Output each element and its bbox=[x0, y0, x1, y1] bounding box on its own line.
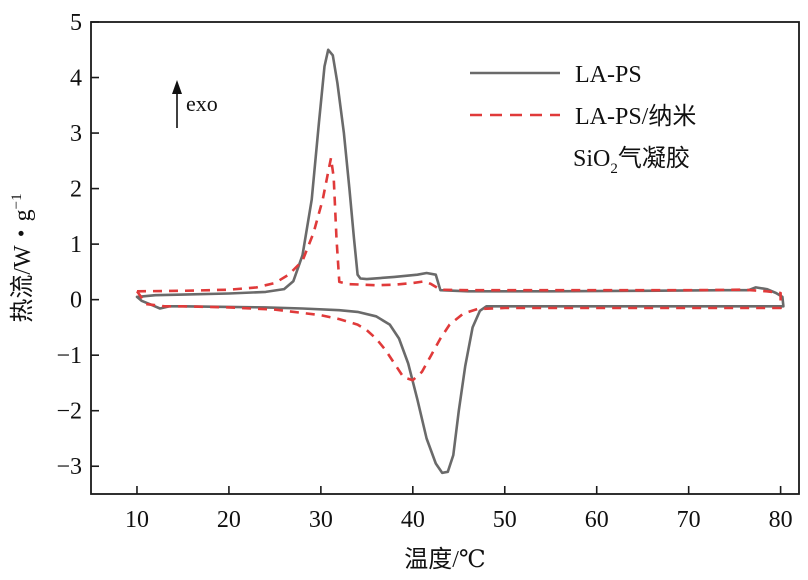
x-tick-label: 70 bbox=[677, 507, 701, 533]
exo-arrow-head-icon bbox=[172, 80, 182, 94]
y-axis-title: 热流/W・g−1 bbox=[9, 193, 36, 322]
y-tick-label: −2 bbox=[56, 399, 82, 425]
x-axis-title: 温度/℃ bbox=[404, 546, 486, 573]
plot-frame bbox=[90, 21, 800, 495]
x-tick-label: 60 bbox=[585, 507, 609, 533]
legend: LA-PS LA-PS/纳米 SiO2气凝胶 bbox=[470, 62, 696, 177]
legend-sio-text: SiO bbox=[573, 146, 610, 172]
x-tick-label: 30 bbox=[309, 507, 333, 533]
x-tick-label: 10 bbox=[125, 507, 149, 533]
y-axis-title-superscript: −1 bbox=[9, 193, 25, 209]
y-tick-label: 0 bbox=[70, 288, 82, 314]
legend-label-la-ps-sio2-line1: LA-PS/纳米 bbox=[575, 103, 696, 130]
y-tick-label: −1 bbox=[56, 343, 82, 369]
series-line-la-ps-sio2-aerogel bbox=[135, 156, 782, 382]
y-tick-label: −3 bbox=[56, 454, 82, 480]
exo-annotation: exo bbox=[172, 80, 218, 128]
y-tick-label: 4 bbox=[70, 66, 82, 92]
y-axis-title-main: 热流/W・g bbox=[9, 209, 36, 322]
x-tick-label: 50 bbox=[493, 507, 517, 533]
y-tick-label: 5 bbox=[70, 10, 82, 36]
legend-label-la-ps: LA-PS bbox=[575, 62, 642, 88]
exo-label: exo bbox=[186, 91, 218, 116]
series-curves bbox=[135, 48, 785, 475]
x-tick-label: 40 bbox=[401, 507, 425, 533]
y-axis-title-group: 热流/W・g−1 bbox=[9, 193, 36, 322]
y-tick-label: 3 bbox=[70, 121, 82, 147]
x-tick-label: 20 bbox=[217, 507, 241, 533]
y-tick-label: 2 bbox=[70, 177, 82, 203]
legend-subscript-2: 2 bbox=[610, 161, 618, 177]
x-tick-label: 80 bbox=[769, 507, 793, 533]
legend-aerogel-text: 气凝胶 bbox=[618, 145, 690, 172]
legend-label-la-ps-sio2-line2: SiO2气凝胶 bbox=[573, 145, 690, 177]
y-tick-label: 1 bbox=[70, 232, 82, 258]
